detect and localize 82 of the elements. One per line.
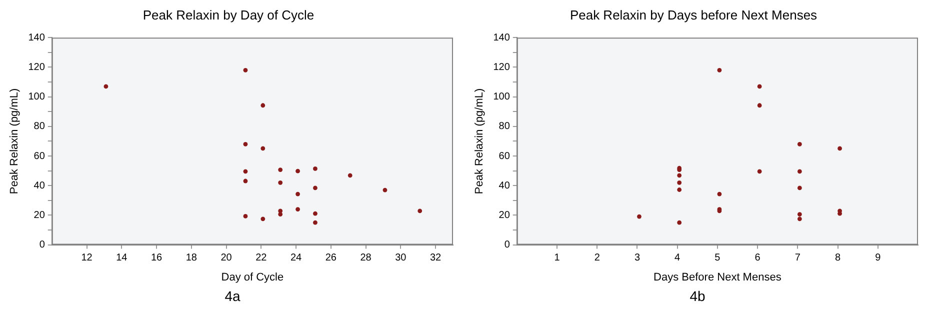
point — [243, 68, 248, 72]
x-tick-label: 22 — [256, 252, 268, 264]
point — [757, 169, 762, 174]
point — [296, 192, 300, 196]
point — [677, 173, 682, 178]
y-tick-label: 100 — [28, 92, 46, 103]
point — [243, 169, 248, 174]
y-tick-label: 120 — [493, 62, 510, 73]
x-tick-label: 3 — [634, 252, 640, 264]
x-tick-label: 26 — [325, 252, 337, 264]
point — [677, 220, 682, 225]
x-tick-label: 30 — [395, 252, 407, 264]
point — [717, 192, 722, 196]
point — [382, 188, 388, 192]
y-tick-label: 60 — [498, 150, 510, 162]
point — [757, 103, 762, 108]
point — [797, 169, 802, 174]
text: 4a — [224, 288, 242, 304]
y-tick-label: 0 — [504, 240, 510, 251]
y-tick-label: 100 — [493, 92, 510, 103]
y-axis-title: Peak Relaxin (pg/mL) — [474, 88, 486, 194]
y-tick-label: 80 — [34, 121, 46, 132]
point — [278, 212, 283, 217]
x-tick-label: 1 — [554, 252, 560, 264]
chart-title: Peak Relaxin by Days before Next Menses — [570, 7, 818, 22]
point — [797, 212, 802, 217]
point — [717, 68, 722, 72]
x-tick-label: 5 — [714, 252, 721, 264]
x-tick-label: 16 — [150, 252, 163, 264]
point — [313, 220, 318, 225]
point — [243, 214, 248, 218]
x-tick-label: 24 — [290, 252, 302, 264]
y-axis-title: Peak Relaxin (pg/mL) — [8, 88, 21, 194]
point — [313, 166, 318, 171]
text: 4b — [688, 288, 706, 304]
y-tick-label: 20 — [498, 210, 510, 221]
x-tick-label: 9 — [875, 252, 882, 264]
x-tick-label: 6 — [754, 252, 761, 264]
x-tick-label: 7 — [794, 252, 801, 264]
point — [838, 146, 842, 151]
x-tick-label: 32 — [430, 252, 442, 264]
point — [260, 103, 266, 108]
point — [757, 84, 762, 89]
y-tick-label: 140 — [28, 32, 46, 44]
point — [278, 168, 283, 172]
y-tick-label: 60 — [34, 150, 46, 162]
point — [104, 84, 108, 89]
point — [260, 216, 266, 222]
point — [348, 173, 352, 178]
point — [296, 207, 300, 212]
x-tick-label: 2 — [594, 252, 600, 264]
point — [797, 142, 802, 146]
point — [797, 186, 802, 190]
point — [637, 214, 642, 219]
point — [677, 180, 682, 185]
point — [797, 216, 802, 222]
y-tick-label: 40 — [34, 180, 46, 192]
point — [260, 146, 266, 151]
y-tick-label: 40 — [498, 180, 510, 192]
point — [313, 186, 318, 190]
x-tick-label: 18 — [186, 252, 198, 264]
x-tick-label: 20 — [220, 252, 232, 264]
x-tick-label: 4 — [674, 252, 681, 264]
point — [313, 211, 318, 216]
point — [677, 188, 682, 192]
point — [243, 178, 248, 184]
x-axis-title: Days Before Next Menses — [654, 271, 782, 284]
x-tick-label: 8 — [834, 252, 841, 264]
y-tick-label: 80 — [498, 121, 510, 132]
x-tick-label: 12 — [81, 252, 93, 264]
point — [296, 168, 300, 174]
y-tick-label: 120 — [28, 62, 46, 73]
x-tick-label: 28 — [360, 252, 372, 264]
point — [418, 208, 422, 214]
y-tick-label: 0 — [39, 240, 46, 251]
x-axis-title: Day of Cycle — [221, 271, 284, 284]
chart-title: Peak Relaxin by Day of Cycle — [142, 7, 314, 22]
x-tick-label: 14 — [116, 252, 128, 264]
y-tick-label: 20 — [34, 210, 46, 221]
point — [243, 142, 248, 146]
y-tick-label: 140 — [493, 32, 510, 44]
point — [278, 180, 283, 185]
